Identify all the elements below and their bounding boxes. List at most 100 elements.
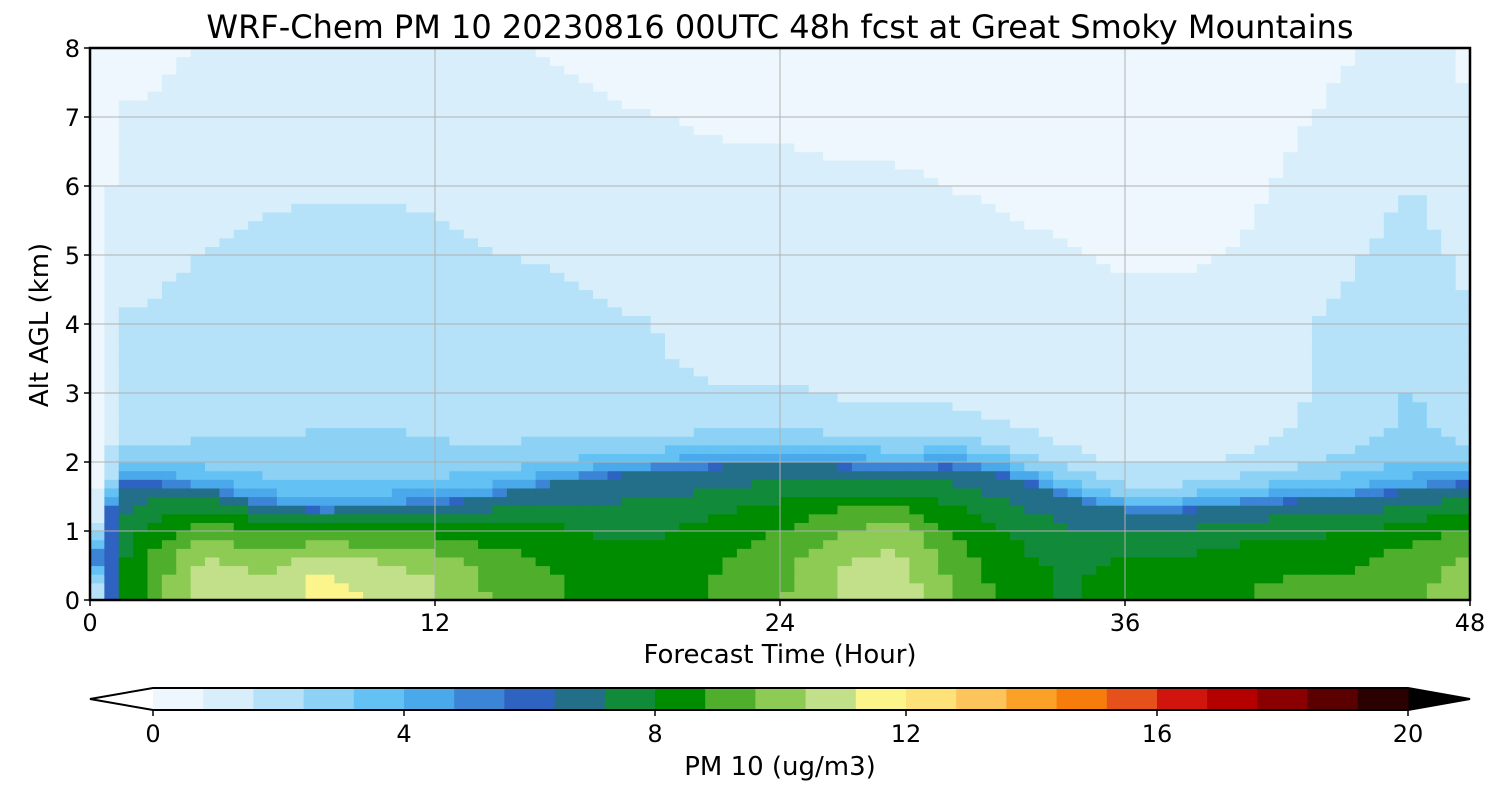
heatmap-cell xyxy=(305,134,321,144)
heatmap-cell xyxy=(621,168,637,178)
heatmap-cell xyxy=(104,91,120,101)
heatmap-cell xyxy=(506,393,522,403)
heatmap-cell xyxy=(248,462,264,472)
heatmap-cell xyxy=(535,220,551,230)
heatmap-cell xyxy=(780,237,795,247)
heatmap-cell xyxy=(895,548,910,558)
heatmap-cell xyxy=(895,237,910,247)
heatmap-cell xyxy=(1125,539,1140,549)
heatmap-cell xyxy=(478,315,494,325)
heatmap-cell xyxy=(305,349,321,360)
heatmap-cell xyxy=(1168,479,1184,489)
heatmap-cell xyxy=(248,410,264,420)
heatmap-cell xyxy=(535,470,551,480)
heatmap-cell xyxy=(1196,375,1212,385)
heatmap-cell xyxy=(708,229,724,239)
heatmap-cell xyxy=(176,367,192,377)
heatmap-cell xyxy=(895,427,910,437)
heatmap-cell xyxy=(923,375,939,385)
heatmap-cell xyxy=(320,324,335,334)
heatmap-cell xyxy=(621,280,637,291)
heatmap-cell xyxy=(320,203,335,213)
heatmap-cell xyxy=(794,513,810,523)
heatmap-cell xyxy=(291,56,307,66)
heatmap-cell xyxy=(823,487,839,498)
heatmap-cell xyxy=(550,539,565,549)
heatmap-cell xyxy=(334,151,350,161)
heatmap-cell xyxy=(1153,496,1169,506)
heatmap-cell xyxy=(679,358,695,368)
heatmap-cell xyxy=(521,539,537,549)
heatmap-cell xyxy=(478,91,494,101)
heatmap-cell xyxy=(1067,237,1083,247)
heatmap-cell xyxy=(291,280,307,291)
heatmap-cell xyxy=(535,160,551,170)
heatmap-cell xyxy=(1038,65,1054,75)
heatmap-cell xyxy=(463,410,479,420)
heatmap-cell xyxy=(1081,280,1097,291)
heatmap-cell xyxy=(133,548,149,558)
heatmap-cell xyxy=(564,332,580,342)
heatmap-cell xyxy=(506,375,522,385)
heatmap-cell xyxy=(981,479,997,489)
heatmap-cell xyxy=(693,255,709,265)
heatmap-cell xyxy=(320,272,335,282)
heatmap-cell xyxy=(607,462,623,472)
heatmap-cell xyxy=(995,280,1011,291)
heatmap-cell xyxy=(1139,332,1155,342)
heatmap-cell xyxy=(837,99,853,109)
heatmap-cell xyxy=(866,375,882,385)
heatmap-cell xyxy=(794,487,810,498)
heatmap-cell xyxy=(118,401,134,411)
heatmap-cell xyxy=(636,574,652,584)
heatmap-cell xyxy=(708,462,724,472)
heatmap-cell xyxy=(966,194,982,204)
heatmap-cell xyxy=(1110,418,1126,429)
heatmap-cell xyxy=(995,453,1011,463)
heatmap-cell xyxy=(219,513,235,523)
heatmap-cell xyxy=(693,418,709,429)
heatmap-cell xyxy=(248,73,264,84)
heatmap-cell xyxy=(952,315,968,325)
heatmap-cell xyxy=(133,453,149,463)
heatmap-cell xyxy=(765,298,781,308)
heatmap-cell xyxy=(521,186,537,196)
heatmap-cell xyxy=(780,160,795,170)
heatmap-cell xyxy=(550,349,565,360)
heatmap-cell xyxy=(1067,410,1083,420)
heatmap-cell xyxy=(981,229,997,239)
heatmap-cell xyxy=(550,151,565,161)
heatmap-cell xyxy=(923,56,939,66)
heatmap-cell xyxy=(1182,203,1198,213)
heatmap-cell xyxy=(391,263,407,273)
heatmap-cell xyxy=(219,82,235,92)
heatmap-cell xyxy=(722,142,738,153)
heatmap-cell xyxy=(665,315,680,325)
heatmap-cell xyxy=(492,306,508,316)
heatmap-cell xyxy=(363,82,379,92)
heatmap-cell xyxy=(708,142,724,153)
heatmap-cell xyxy=(909,203,925,213)
heatmap-cell xyxy=(693,410,709,420)
heatmap-cell xyxy=(1053,272,1069,282)
heatmap-cell xyxy=(621,556,637,567)
heatmap-cell xyxy=(693,134,709,144)
heatmap-cell xyxy=(1024,401,1040,411)
heatmap-cell xyxy=(722,548,738,558)
heatmap-cell xyxy=(895,177,910,187)
heatmap-cell xyxy=(981,393,997,403)
heatmap-cell xyxy=(808,453,824,463)
heatmap-cell xyxy=(722,531,738,541)
heatmap-cell xyxy=(808,255,824,265)
heatmap-cell xyxy=(521,298,537,308)
heatmap-cell xyxy=(823,237,839,247)
heatmap-cell xyxy=(463,436,479,446)
heatmap-cell xyxy=(435,246,450,256)
heatmap-cell xyxy=(377,237,393,247)
heatmap-cell xyxy=(535,479,551,489)
heatmap-cell xyxy=(521,349,537,360)
heatmap-cell xyxy=(391,220,407,230)
heatmap-cell xyxy=(1139,539,1155,549)
heatmap-cell xyxy=(1024,177,1040,187)
heatmap-cell xyxy=(621,582,637,592)
